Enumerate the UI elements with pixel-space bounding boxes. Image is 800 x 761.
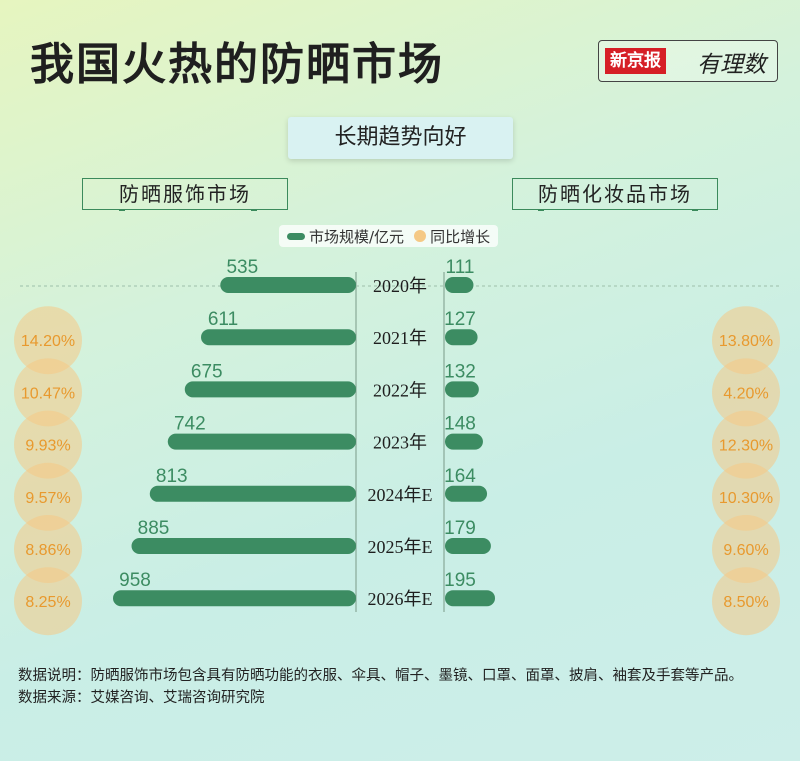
growth-bubble-right-3 <box>712 410 780 479</box>
bar-right-label-4: 164 <box>444 466 476 487</box>
bar-left-label-5: 885 <box>138 518 170 539</box>
bar-left-label-3: 742 <box>174 414 206 435</box>
growth-label-left-1: 14.20% <box>21 333 75 350</box>
bar-right-4 <box>445 485 488 502</box>
bar-right-1 <box>445 329 478 346</box>
growth-bubble-right-4 <box>712 462 780 531</box>
growth-label-right-2: 4.20% <box>723 385 768 402</box>
bar-left-5 <box>131 538 356 554</box>
growth-label-right-6: 8.50% <box>723 594 768 611</box>
legend-bar-swatch <box>287 232 305 240</box>
bar-left-label-4: 813 <box>156 466 188 487</box>
growth-bubble-right-6 <box>712 567 780 636</box>
legend-dot-swatch <box>414 230 427 242</box>
growth-label-left-5: 8.86% <box>25 542 70 559</box>
bar-left-label-1: 611 <box>208 309 238 330</box>
bar-right-6 <box>445 590 495 607</box>
bar-left-6 <box>113 590 356 607</box>
left-panel-title: 防晒服饰市场 <box>82 177 288 211</box>
category-label-1: 2021年 <box>373 328 427 348</box>
growth-bubble-left-2 <box>14 358 82 427</box>
bar-right-label-5: 179 <box>444 518 476 539</box>
bar-right-label-6: 195 <box>444 570 476 591</box>
bar-left-1 <box>201 329 356 346</box>
growth-label-right-4: 10.30% <box>719 490 773 507</box>
bar-left-label-0: 535 <box>226 257 258 278</box>
legend-item-growth: 同比增长 <box>414 226 490 247</box>
bar-right-label-1: 127 <box>444 309 476 330</box>
growth-label-left-3: 9.93% <box>25 438 70 455</box>
brand-logo: 新京报 有理数 <box>598 40 778 82</box>
growth-bubble-left-3 <box>14 410 82 479</box>
footnote-note: 数据说明：防晒服饰市场包含具有防晒功能的衣服、伞具、帽子、墨镜、口罩、面罩、披肩… <box>18 668 743 684</box>
category-label-5: 2025年E <box>368 537 433 557</box>
bar-left-4 <box>149 485 356 502</box>
bar-left-0 <box>220 277 356 293</box>
category-label-4: 2024年E <box>368 485 433 505</box>
growth-bubble-left-4 <box>14 462 82 531</box>
bar-left-3 <box>167 433 356 450</box>
category-label-2: 2022年 <box>373 380 427 400</box>
legend-item-size: 市场规模/亿元 <box>287 226 404 247</box>
category-label-6: 2026年E <box>368 589 433 609</box>
legend: 市场规模/亿元 同比增长 <box>279 225 499 247</box>
growth-label-right-5: 9.60% <box>723 542 768 559</box>
bar-right-label-3: 148 <box>444 414 476 435</box>
bar-right-0 <box>445 277 474 293</box>
bar-right-3 <box>445 433 483 450</box>
bar-left-2 <box>184 381 356 398</box>
growth-label-left-2: 10.47% <box>21 385 75 402</box>
growth-label-right-3: 12.30% <box>719 438 773 455</box>
growth-bubble-right-5 <box>712 515 780 583</box>
bar-right-2 <box>445 381 479 398</box>
logo-sub-text: 有理数 <box>697 52 766 78</box>
bar-right-5 <box>445 538 491 554</box>
growth-label-left-4: 9.57% <box>25 490 70 507</box>
legend-dot-label: 同比增长 <box>430 227 491 246</box>
subtitle-banner: 长期趋势向好 <box>288 117 513 159</box>
logo-main-text: 新京报 <box>605 48 666 74</box>
growth-bubble-left-6 <box>14 567 82 636</box>
bar-left-label-6: 958 <box>119 570 151 591</box>
bar-right-label-2: 132 <box>444 361 476 382</box>
footnote: 数据说明：防晒服饰市场包含具有防晒功能的衣服、伞具、帽子、墨镜、口罩、面罩、披肩… <box>18 665 788 709</box>
growth-bubble-right-2 <box>712 358 780 427</box>
legend-bar-label: 市场规模/亿元 <box>309 227 405 246</box>
footnote-source: 数据来源：艾媒咨询、艾瑞咨询研究院 <box>18 690 265 706</box>
right-panel-title: 防晒化妆品市场 <box>512 177 718 211</box>
bar-right-label-0: 111 <box>446 257 475 278</box>
growth-bubble-left-1 <box>14 306 82 375</box>
bar-left-label-2: 675 <box>191 361 223 382</box>
growth-bubble-right-1 <box>712 306 780 375</box>
growth-label-right-1: 13.80% <box>719 333 773 350</box>
growth-bubble-left-5 <box>14 515 82 583</box>
category-label-0: 2020年 <box>373 276 427 296</box>
butterfly-bar-chart: 535 111 2020年 611 127 2021年 14.20% 13.80% 675 132… <box>14 257 780 636</box>
growth-label-left-6: 8.25% <box>25 594 70 611</box>
page-title: 我国火热的防晒市场 <box>30 39 444 90</box>
category-label-3: 2023年 <box>373 433 427 453</box>
